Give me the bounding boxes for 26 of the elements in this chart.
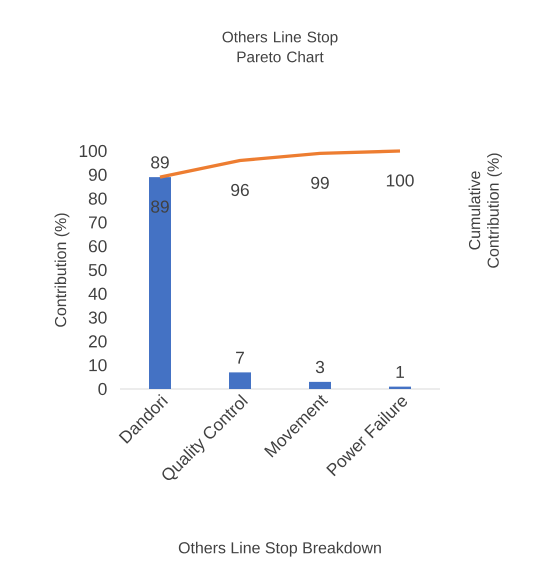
data-label: 1 — [396, 366, 404, 378]
bar — [229, 372, 251, 389]
data-label: 99 — [311, 176, 329, 189]
y-tick-label: 10 — [89, 359, 107, 372]
data-label: 89 — [151, 200, 169, 213]
data-label: 7 — [236, 352, 244, 364]
data-label: 100 — [386, 174, 414, 187]
bar — [309, 382, 331, 389]
y-tick-label: 50 — [88, 264, 107, 276]
bar — [149, 177, 171, 389]
y-tick-label: 100 — [80, 144, 107, 158]
y-tick-label: 80 — [88, 192, 107, 205]
y-tick-label: 70 — [88, 216, 107, 229]
y-tick-label: 90 — [88, 168, 107, 181]
data-label: 96 — [231, 184, 249, 196]
y-tick-label: 60 — [88, 240, 107, 252]
data-label: 89 — [151, 156, 169, 168]
y-tick-label: 20 — [88, 335, 107, 348]
x-axis-title: Others Line Stop Breakdown — [178, 542, 381, 557]
chart-title: Others Line Stop Pareto Chart — [222, 31, 338, 62]
y2-axis-title: Cumulative Contribution (%) — [468, 153, 502, 268]
y-axis-title: Contribution (%) — [54, 213, 70, 327]
y-tick-label: 40 — [88, 288, 107, 300]
y-tick-label: 30 — [88, 311, 107, 324]
data-label: 3 — [316, 360, 324, 374]
y-tick-label: 0 — [98, 382, 107, 396]
